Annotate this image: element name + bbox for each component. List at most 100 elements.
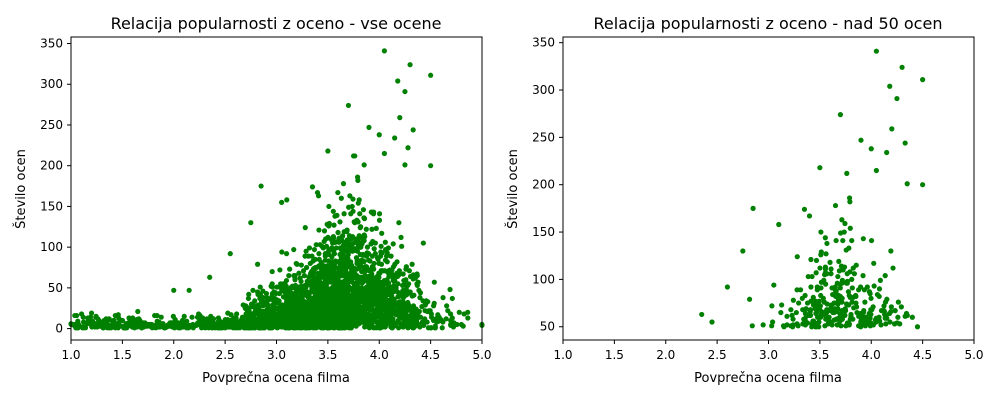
y-axis-label: Število ocen: [13, 149, 29, 229]
data-point: [309, 268, 315, 275]
data-point: [338, 308, 345, 315]
data-point: [246, 325, 252, 331]
data-point: [873, 48, 879, 54]
y-tick-label: 250: [40, 118, 63, 132]
data-point: [384, 303, 390, 309]
data-point: [793, 309, 799, 316]
data-point: [406, 268, 412, 274]
data-point: [285, 323, 291, 329]
data-point: [914, 324, 921, 330]
data-point: [877, 277, 883, 283]
data-point: [88, 310, 95, 316]
data-point: [394, 270, 400, 276]
data-point: [838, 317, 844, 323]
data-point: [300, 268, 307, 274]
data-point: [291, 304, 297, 311]
data-point: [860, 273, 866, 279]
data-point: [303, 248, 309, 254]
data-point: [324, 221, 330, 227]
data-point: [400, 271, 406, 277]
data-point: [822, 323, 828, 329]
data-point: [384, 250, 390, 256]
data-point: [354, 217, 360, 223]
data-point: [883, 321, 889, 327]
data-point: [817, 265, 823, 271]
data-point: [779, 302, 785, 308]
data-point: [367, 303, 373, 309]
data-point: [384, 277, 390, 283]
data-point: [358, 304, 364, 311]
y-tick-label: 350: [40, 37, 63, 51]
data-point: [268, 283, 274, 289]
x-tick-label: 1.0: [61, 348, 80, 362]
chart-title: Relacija popularnosti z oceno - nad 50 o…: [594, 14, 943, 33]
data-point: [336, 304, 342, 311]
data-point: [801, 206, 808, 212]
data-point: [283, 288, 289, 294]
data-point: [325, 267, 331, 273]
x-tick-label: 3.0: [267, 348, 286, 362]
data-point: [894, 95, 900, 102]
data-point: [367, 258, 373, 264]
data-point: [353, 323, 359, 329]
data-point: [298, 303, 304, 309]
data-point: [239, 314, 246, 320]
data-point: [385, 311, 392, 317]
data-point: [351, 296, 358, 302]
data-point: [333, 274, 339, 280]
data-point: [832, 202, 839, 209]
data-point: [264, 320, 271, 326]
data-point: [326, 247, 332, 253]
data-point: [216, 317, 222, 324]
data-point: [827, 259, 833, 265]
data-point: [395, 289, 401, 295]
x-tick-label: 2.0: [656, 348, 675, 362]
data-point: [746, 296, 753, 302]
data-point: [339, 238, 345, 244]
data-point: [400, 308, 406, 315]
data-point: [439, 325, 445, 331]
y-tick-label: 350: [532, 36, 555, 50]
data-point: [400, 287, 406, 293]
data-point: [382, 324, 388, 330]
data-point: [257, 284, 263, 290]
data-point: [868, 237, 875, 244]
data-point: [135, 308, 141, 315]
y-tick-label: 200: [40, 159, 63, 173]
data-point: [323, 293, 330, 299]
data-point: [312, 286, 318, 293]
data-point: [800, 307, 806, 313]
data-point: [813, 270, 819, 276]
data-point: [324, 307, 331, 313]
data-point: [325, 288, 331, 294]
data-point: [335, 286, 341, 293]
y-tick-label: 0: [55, 322, 63, 336]
data-point: [170, 324, 176, 330]
data-point: [296, 270, 302, 276]
data-point: [402, 162, 408, 168]
data-point: [194, 321, 200, 328]
data-point: [315, 319, 322, 325]
data-point: [350, 318, 356, 324]
y-tick-label: 300: [532, 83, 555, 97]
data-point: [805, 273, 811, 280]
data-point: [909, 314, 915, 320]
data-point: [333, 294, 339, 300]
data-point: [350, 153, 357, 159]
data-point: [286, 316, 292, 322]
data-point: [844, 280, 850, 286]
data-point: [316, 277, 322, 284]
data-point: [399, 282, 406, 289]
data-point: [296, 289, 302, 295]
data-point: [841, 264, 848, 270]
data-point: [297, 309, 303, 315]
data-point: [794, 254, 800, 260]
data-point: [846, 245, 852, 251]
data-point: [849, 285, 855, 291]
y-axis-ticks: 0 50 100 150 200 250 300 350: [40, 37, 71, 336]
data-point: [311, 299, 317, 305]
data-point: [847, 199, 853, 205]
data-point: [750, 205, 756, 211]
data-point: [846, 302, 852, 308]
y-tick-label: 100: [532, 272, 555, 286]
